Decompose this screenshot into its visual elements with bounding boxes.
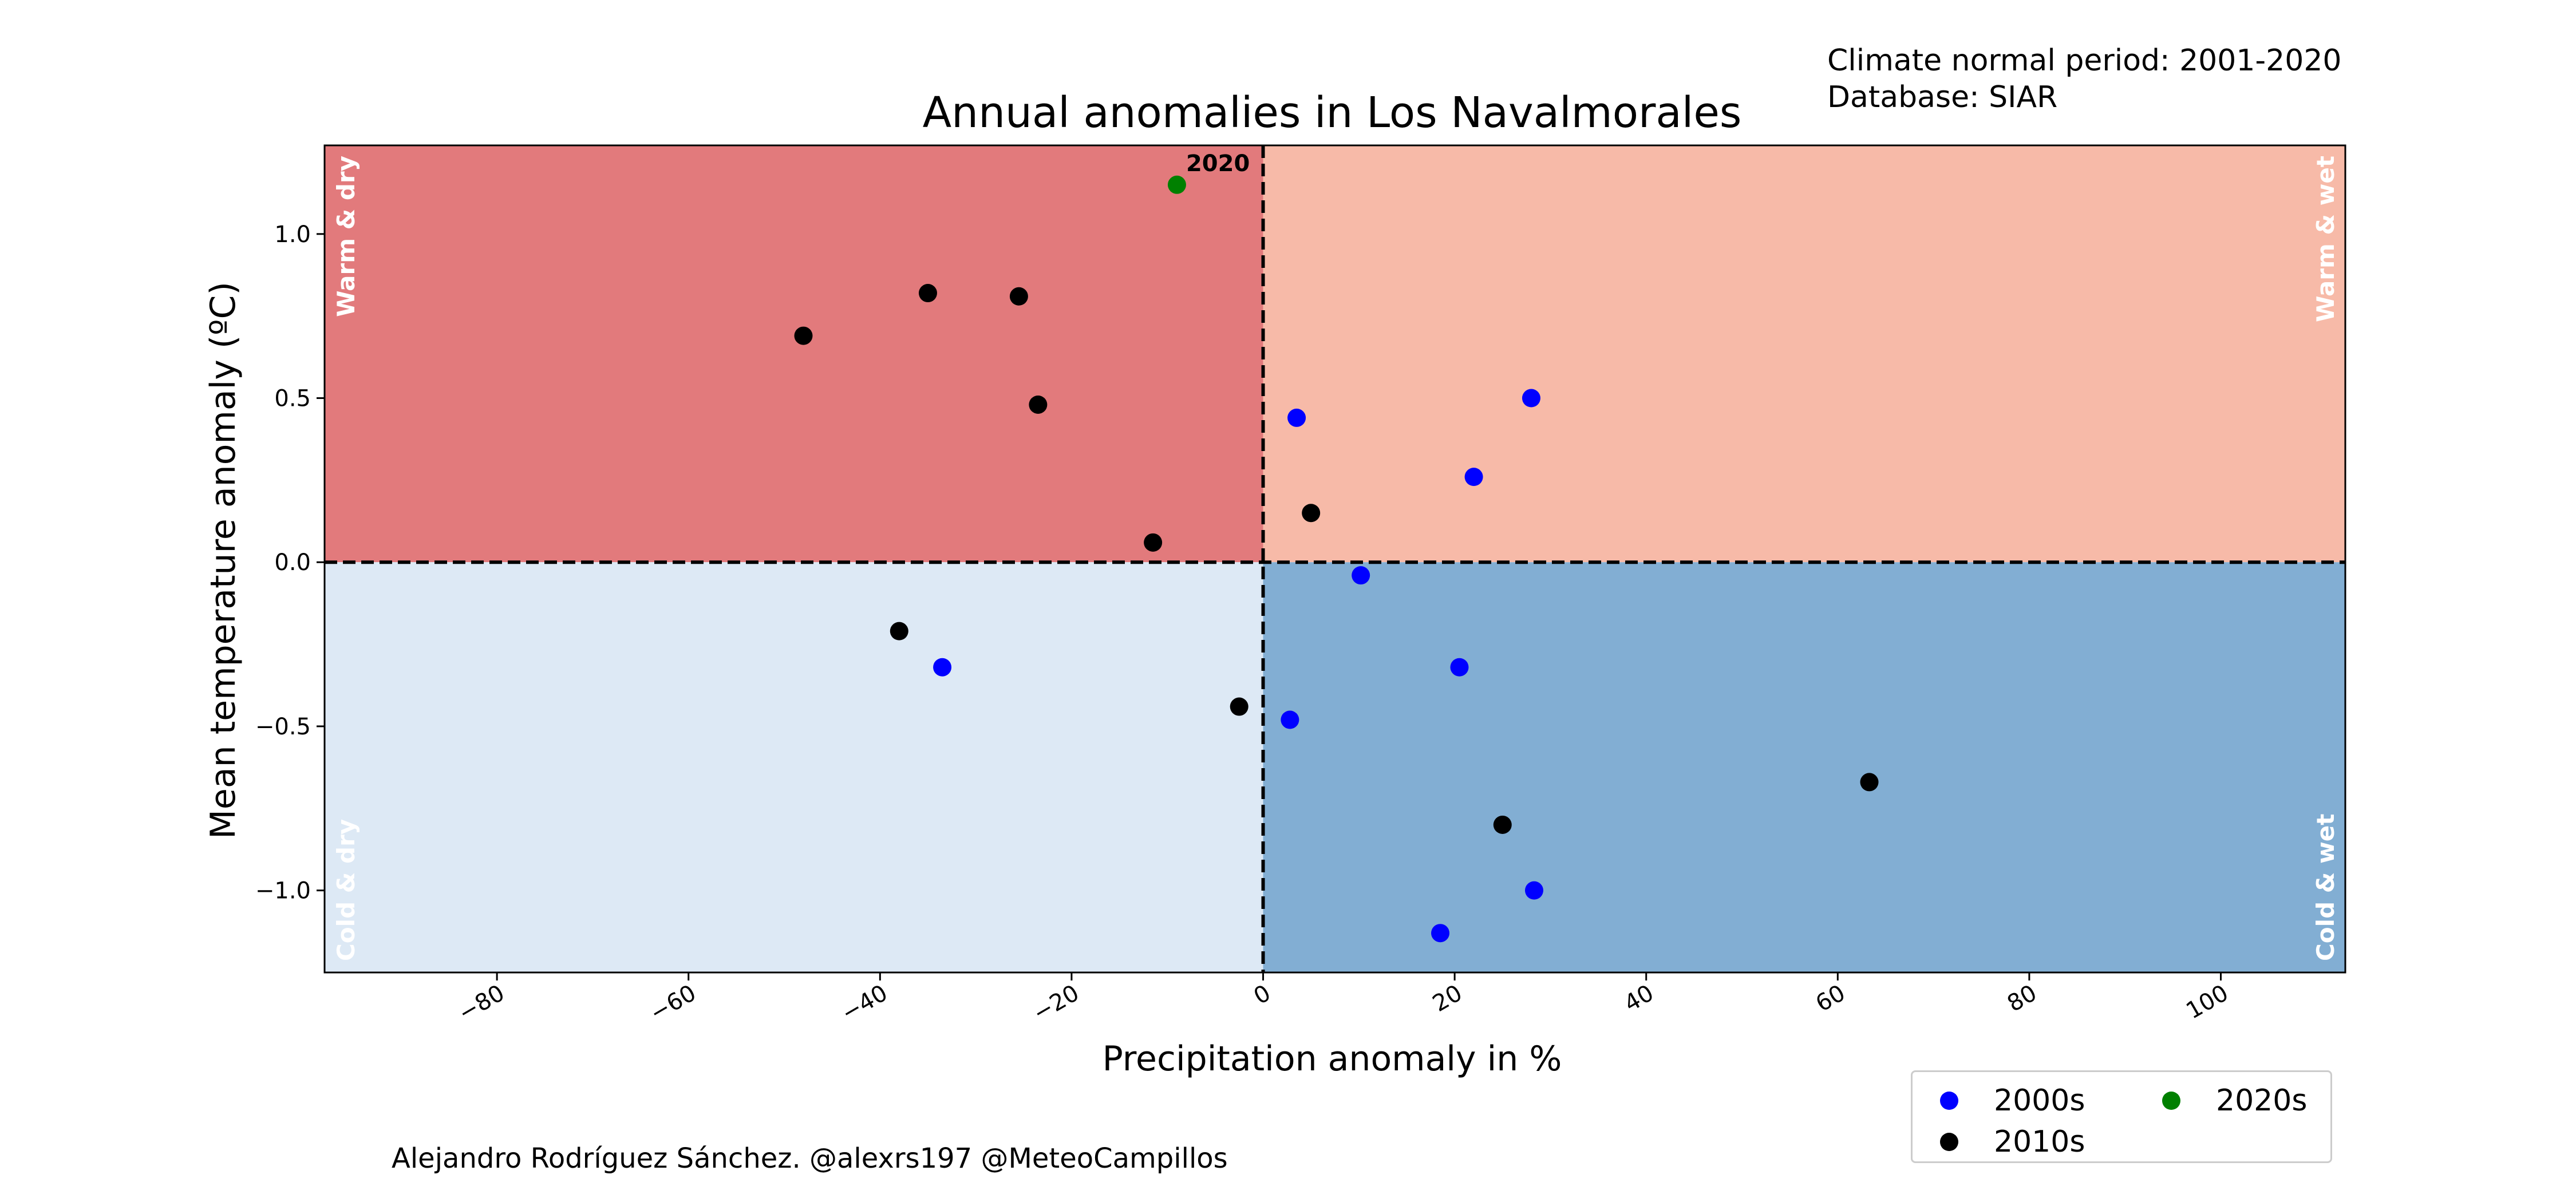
x-tick-label: 20 <box>1428 980 1467 1017</box>
quadrant-cold-dry <box>325 562 1263 972</box>
legend-label-2020s: 2020s <box>2216 1084 2308 1118</box>
y-tick-label: 0.0 <box>274 549 311 576</box>
point-2010s-1 <box>918 284 937 303</box>
point-2000s-3 <box>1464 468 1483 487</box>
x-tick-label: 80 <box>2003 980 2041 1017</box>
point-2000s-7 <box>1281 710 1299 729</box>
point-2000s-8 <box>1524 881 1543 900</box>
legend-item-2020s: 2020s <box>2135 1084 2307 1118</box>
legend-marker-2020s <box>2162 1092 2180 1110</box>
quadrant-label-cold-wet: Cold & wet <box>2312 814 2340 961</box>
y-tick-label: −0.5 <box>255 714 311 740</box>
y-axis-label: Mean temperature anomaly (ºC) <box>203 282 243 839</box>
point-2010s-2 <box>1009 287 1028 306</box>
y-tick-label: 1.0 <box>274 222 311 248</box>
x-tick-label: −60 <box>646 980 701 1027</box>
database-note: Database: SIAR <box>1827 80 2058 114</box>
chart-title: Annual anomalies in Los Navalmorales <box>923 88 1742 137</box>
quadrant-labels: Warm & dry Warm & wet Cold & dry Cold & wet <box>332 156 2340 961</box>
legend-item-2000s: 2000s <box>1913 1084 2085 1118</box>
quadrant-label-cold-dry: Cold & dry <box>332 819 360 961</box>
point-label: 2020 <box>1186 151 1250 177</box>
quadrant-warm-wet <box>1263 145 2345 563</box>
point-2000s-4 <box>1352 566 1370 585</box>
x-tick-label: 0 <box>1249 980 1275 1010</box>
point-2010s-5 <box>1144 533 1163 552</box>
quadrant-label-warm-dry: Warm & dry <box>332 156 360 317</box>
plot-frame <box>323 144 2346 974</box>
point-2010s-4 <box>1029 395 1048 414</box>
chart-legend: 2000s 2010s 2020s <box>1911 1070 2332 1163</box>
x-tick-label: 40 <box>1620 980 1658 1017</box>
point-2000s-1 <box>1287 408 1306 427</box>
x-axis-ticks: −80 −60 −40 −20 0 20 40 60 80 100 <box>454 972 2233 1027</box>
point-2020s-1 <box>1167 175 1186 194</box>
point-labels: 2020 <box>1186 151 1250 177</box>
author-credit: Alejandro Rodríguez Sánchez. @alexrs197 … <box>392 1142 1228 1175</box>
point-2010s-6 <box>1302 504 1321 523</box>
point-2010s-8 <box>1230 697 1249 716</box>
point-2010s-7 <box>890 622 908 640</box>
point-2000s-6 <box>1450 658 1469 677</box>
y-tick-label: −1.0 <box>255 878 311 904</box>
zero-divider-lines <box>325 145 2345 972</box>
x-tick-label: −40 <box>837 980 892 1027</box>
legend-marker-2010s <box>1940 1133 1958 1151</box>
point-2010s-3 <box>794 326 813 345</box>
legend-label-2010s: 2010s <box>1994 1125 2085 1159</box>
x-tick-label: 100 <box>2182 980 2233 1025</box>
quadrant-warm-dry <box>325 145 1263 563</box>
legend-label-2000s: 2000s <box>1994 1084 2085 1118</box>
climate-normal-period-note: Climate normal period: 2001-2020 <box>1827 44 2342 78</box>
y-axis-ticks: −1.0 −0.5 0.0 0.5 1.0 <box>255 222 325 904</box>
x-axis-label: Precipitation anomaly in % <box>1103 1039 1562 1079</box>
quadrant-label-warm-wet: Warm & wet <box>2312 156 2340 322</box>
quadrant-cold-wet <box>1263 562 2345 972</box>
point-2000s-2 <box>1522 389 1540 408</box>
legend-item-2010s: 2010s <box>1913 1125 2085 1159</box>
x-tick-label: 60 <box>1811 980 1850 1017</box>
data-points <box>794 175 1879 943</box>
quadrant-backgrounds <box>325 145 2345 972</box>
point-2010s-9 <box>1860 773 1879 792</box>
y-tick-label: 0.5 <box>274 386 311 412</box>
point-2000s-9 <box>1431 924 1450 943</box>
legend-marker-2000s <box>1940 1092 1958 1110</box>
x-tick-label: −20 <box>1029 980 1084 1027</box>
point-2010s-10 <box>1493 815 1512 834</box>
x-tick-label: −80 <box>454 980 509 1027</box>
point-2000s-5 <box>933 658 952 677</box>
